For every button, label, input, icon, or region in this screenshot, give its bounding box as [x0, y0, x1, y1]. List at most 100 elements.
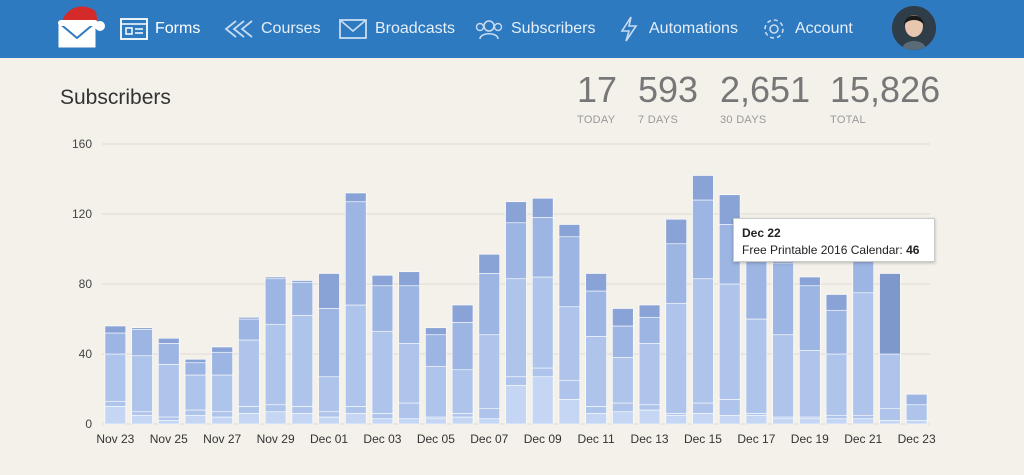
nav-automations[interactable]: Automations: [616, 14, 738, 44]
nav-broadcasts[interactable]: Broadcasts: [338, 14, 455, 44]
bar-segment[interactable]: [104, 406, 127, 425]
bar-segment[interactable]: [398, 343, 420, 404]
bar-segment[interactable]: [612, 411, 634, 425]
nav-account[interactable]: Account: [760, 14, 853, 44]
bar-segment[interactable]: [318, 308, 340, 378]
bar-segment[interactable]: [692, 278, 714, 404]
bar-segment[interactable]: [905, 393, 928, 406]
bar-segment[interactable]: [692, 175, 714, 201]
bar-segment[interactable]: [825, 414, 848, 420]
bar-segment[interactable]: [531, 217, 554, 278]
bar-segment[interactable]: [879, 273, 901, 355]
bar-segment[interactable]: [184, 414, 207, 425]
bar-segment[interactable]: [825, 309, 848, 355]
bar-segment[interactable]: [799, 276, 821, 287]
bar-segment[interactable]: [425, 327, 447, 336]
bar-segment[interactable]: [104, 353, 127, 402]
bar-segment[interactable]: [585, 273, 607, 292]
bar-segment[interactable]: [531, 376, 554, 425]
bar-segment[interactable]: [264, 404, 287, 413]
bar-segment[interactable]: [852, 292, 874, 416]
bar-segment[interactable]: [264, 276, 287, 280]
bar-segment[interactable]: [104, 325, 127, 334]
bar-segment[interactable]: [531, 276, 554, 369]
bar-segment[interactable]: [558, 236, 581, 308]
bar-segment[interactable]: [665, 302, 687, 414]
bar-segment[interactable]: [345, 201, 367, 306]
bar-segment[interactable]: [505, 222, 527, 280]
bar-segment[interactable]: [158, 343, 180, 365]
bar-segment[interactable]: [638, 409, 661, 425]
bar-segment[interactable]: [211, 346, 233, 353]
bar-segment[interactable]: [665, 414, 687, 425]
bar-segment[interactable]: [772, 418, 794, 425]
bar-segment[interactable]: [692, 402, 714, 414]
bar-segment[interactable]: [799, 285, 821, 351]
bar-segment[interactable]: [905, 404, 928, 421]
bar-segment[interactable]: [184, 409, 207, 416]
bar-segment[interactable]: [638, 343, 661, 406]
bar-segment[interactable]: [531, 197, 554, 218]
bar-segment[interactable]: [852, 414, 874, 420]
bar-segment[interactable]: [505, 385, 527, 425]
bar-segment[interactable]: [825, 353, 848, 416]
bar-segment[interactable]: [318, 411, 340, 418]
bar-segment[interactable]: [398, 271, 420, 287]
bar-segment[interactable]: [612, 357, 634, 404]
bar-segment[interactable]: [398, 402, 420, 420]
bar-segment[interactable]: [478, 407, 501, 420]
nav-forms[interactable]: Forms: [120, 14, 200, 44]
bar-segment[interactable]: [585, 336, 607, 407]
bar-segment[interactable]: [131, 355, 153, 413]
bar-segment[interactable]: [772, 334, 794, 418]
bar-segment[interactable]: [451, 304, 474, 323]
bar-segment[interactable]: [665, 243, 687, 304]
bar-segment[interactable]: [531, 367, 554, 378]
bar-segment[interactable]: [398, 285, 420, 344]
bar-segment[interactable]: [852, 418, 874, 425]
bar-segment[interactable]: [104, 332, 127, 355]
bar-segment[interactable]: [158, 420, 180, 425]
nav-courses[interactable]: Courses: [224, 14, 321, 44]
bar-segment[interactable]: [291, 281, 314, 316]
bar-segment[interactable]: [131, 411, 153, 416]
bar-segment[interactable]: [184, 358, 207, 364]
bar-segment[interactable]: [451, 413, 474, 418]
bar-segment[interactable]: [478, 418, 501, 425]
bar-segment[interactable]: [745, 414, 768, 425]
bar-segment[interactable]: [505, 278, 527, 378]
bar-segment[interactable]: [211, 374, 233, 413]
bar-segment[interactable]: [371, 285, 394, 332]
bar-segment[interactable]: [451, 322, 474, 371]
bar-segment[interactable]: [131, 327, 153, 330]
bar-segment[interactable]: [238, 413, 260, 425]
bar-segment[interactable]: [345, 413, 367, 425]
bar-segment[interactable]: [718, 399, 741, 416]
bar-segment[interactable]: [371, 413, 394, 420]
bar-segment[interactable]: [718, 414, 741, 425]
bar-segment[interactable]: [478, 334, 501, 409]
bar-segment[interactable]: [451, 416, 474, 425]
bar-segment[interactable]: [238, 318, 260, 341]
bar-segment[interactable]: [478, 253, 501, 274]
bar-segment[interactable]: [158, 416, 180, 421]
bar-segment[interactable]: [104, 400, 127, 407]
bar-segment[interactable]: [772, 262, 794, 336]
bar-segment[interactable]: [558, 379, 581, 400]
bar-segment[interactable]: [558, 306, 581, 381]
bar-segment[interactable]: [799, 350, 821, 418]
bar-segment[interactable]: [264, 278, 287, 325]
bar-segment[interactable]: [612, 402, 634, 413]
bar-segment[interactable]: [879, 407, 901, 421]
bar-segment[interactable]: [211, 351, 233, 376]
bar-segment[interactable]: [585, 290, 607, 337]
bar-segment[interactable]: [318, 416, 340, 425]
bar-segment[interactable]: [718, 283, 741, 400]
bar-segment[interactable]: [184, 362, 207, 376]
bar-segment[interactable]: [718, 194, 741, 225]
logo-mail-santa-hat-icon[interactable]: [52, 2, 112, 54]
bar-segment[interactable]: [638, 316, 661, 344]
bar-segment[interactable]: [879, 420, 901, 425]
bar-segment[interactable]: [398, 418, 420, 425]
bar-segment[interactable]: [291, 406, 314, 414]
